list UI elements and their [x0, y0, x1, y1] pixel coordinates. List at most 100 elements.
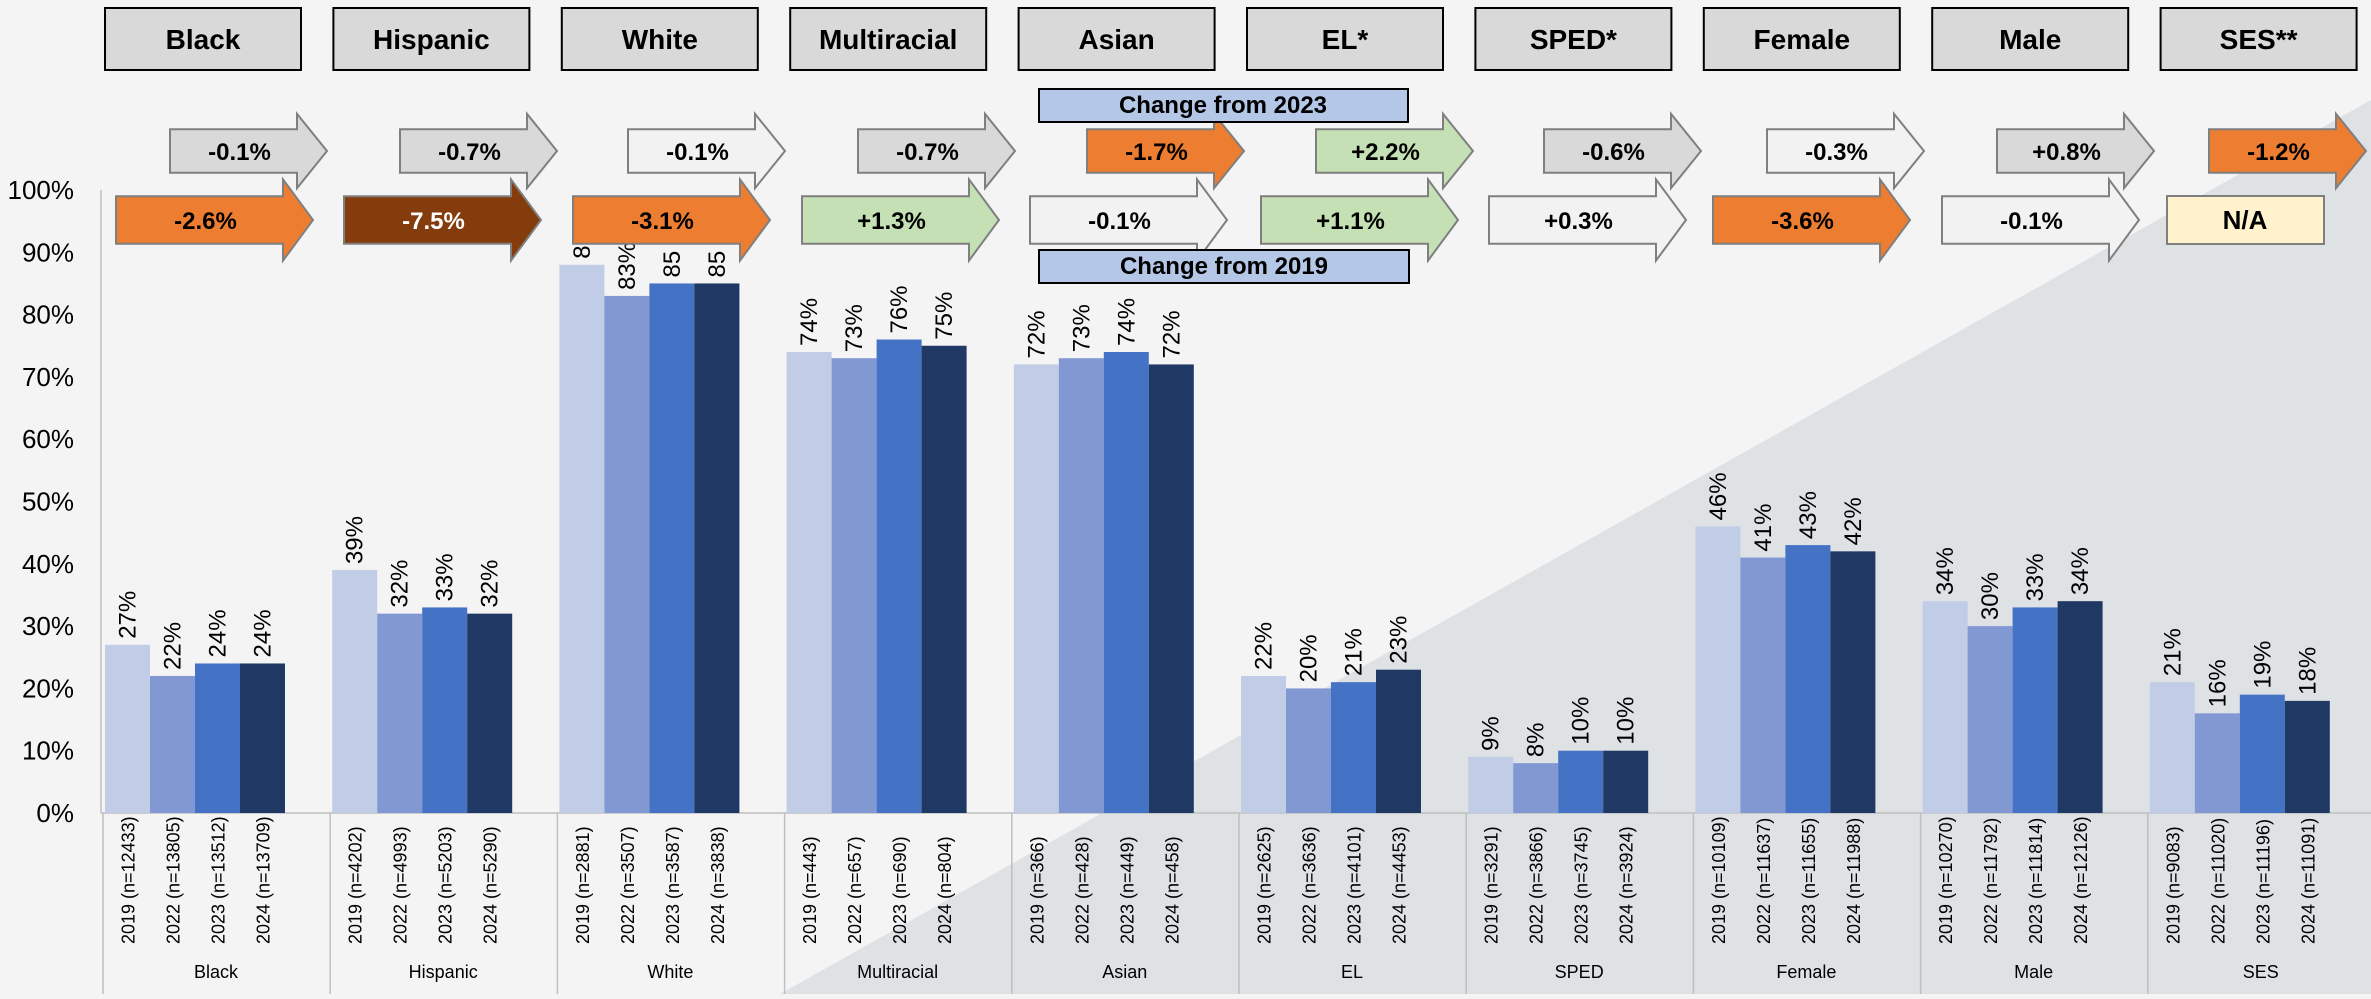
bar-value-label: 30%: [1977, 572, 2004, 620]
bar: [1013, 364, 1059, 813]
bar: [2012, 607, 2058, 813]
bar-category-label: 2024 (n=12126): [2071, 816, 2091, 944]
bar-value-label: 33%: [432, 553, 459, 601]
category-label: Asian: [1102, 962, 1147, 982]
category-label: Hispanic: [409, 962, 478, 982]
bar-category-label: 2019 (n=2881): [573, 826, 593, 944]
bar-value-label: 22%: [160, 622, 187, 670]
bar: [559, 264, 605, 813]
bar: [1830, 551, 1876, 813]
bar-value-label: 43%: [1795, 491, 1822, 539]
change-2019-arrow: [1488, 176, 1688, 264]
group-header-label: SPED*: [1530, 24, 1617, 55]
bar: [332, 570, 378, 813]
bar-value-label: 73%: [1068, 304, 1095, 352]
bar: [876, 339, 922, 813]
bar-category-label: 2023 (n=690): [890, 836, 910, 944]
change-2023-arrow-label: -1.2%: [2247, 139, 2310, 166]
bar-value-label: 10%: [1613, 697, 1640, 745]
change-2019-arrow-label: -0.1%: [2000, 208, 2063, 235]
bar-value-label: 32%: [477, 560, 504, 608]
bar-value-label: 9%: [1478, 716, 1505, 751]
category-label: Black: [194, 962, 239, 982]
bar-value-label: 21%: [1341, 628, 1368, 676]
change-2019-arrow: [1260, 176, 1460, 264]
group-header-box: [104, 7, 302, 71]
change-2019-na-label: N/A: [2223, 205, 2268, 235]
bar-value-label: 10%: [1568, 697, 1595, 745]
change-2019-arrow: [343, 176, 543, 264]
change-2023-label: Change from 2023: [1119, 92, 1327, 119]
bar-category-label: 2022 (n=4993): [391, 826, 411, 944]
bar-category-label: 2019 (n=10109): [1709, 816, 1729, 944]
change-2019-arrow-label: -3.6%: [1771, 208, 1834, 235]
bar: [240, 663, 285, 813]
change-2023-arrow: [169, 111, 329, 191]
bar-value-label: 24%: [250, 609, 277, 657]
change-2023-arrow-label: -0.7%: [896, 139, 959, 166]
y-tick-label: 60%: [22, 424, 74, 454]
bar-category-label: 2024 (n=13709): [254, 816, 274, 944]
bar: [1286, 688, 1331, 813]
bar-category-label: 2019 (n=443): [800, 836, 820, 944]
bar-category-label: 2019 (n=366): [1027, 836, 1047, 944]
bar: [150, 675, 195, 813]
group-header-box: [1017, 7, 1216, 71]
bar-value-label: 34%: [1932, 547, 1959, 595]
category-label: EL: [1341, 962, 1363, 982]
change-2023-arrow: [399, 111, 559, 191]
change-2023-arrow: [1543, 111, 1703, 191]
change-2019-arrow-label: -3.1%: [631, 208, 694, 235]
change-2023-arrow: [1996, 111, 2156, 191]
change-2023-arrow-label: -0.6%: [1582, 139, 1645, 166]
change-2019-arrow: [115, 176, 315, 264]
change-2023-arrow-label: -0.3%: [1805, 139, 1868, 166]
change-2023-arrow: [1766, 111, 1926, 191]
bar: [1695, 526, 1741, 813]
y-tick-label: 0%: [36, 798, 74, 828]
change-2023-arrow-label: -0.1%: [208, 139, 271, 166]
bar: [2239, 694, 2285, 813]
bar-category-label: 2024 (n=11091): [2298, 818, 2318, 944]
bar-category-label: 2024 (n=3924): [1617, 826, 1637, 944]
change-2019-box: [1038, 249, 1410, 284]
y-tick-label: 70%: [22, 362, 74, 392]
bar: [1513, 763, 1559, 813]
bar-value-label: 85: [659, 251, 686, 278]
bar-value-label: 83%: [614, 242, 641, 290]
bar-category-label: 2023 (n=11814): [2026, 818, 2046, 944]
bar-value-label: 33%: [2022, 553, 2049, 601]
y-tick-label: 100%: [8, 175, 75, 205]
change-2019-na-box: [2166, 195, 2325, 245]
bar-value-label: 34%: [2067, 547, 2094, 595]
bar-value-label: 23%: [1386, 616, 1413, 664]
bar-category-label: 2023 (n=3745): [1572, 826, 1592, 944]
bar-category-label: 2024 (n=11988): [1844, 818, 1864, 944]
change-2019-arrow-label: -0.1%: [1088, 208, 1151, 235]
group-header-label: Multiracial: [819, 24, 957, 55]
bar: [2194, 713, 2240, 813]
change-2019-arrow-label: +0.3%: [1544, 208, 1613, 235]
change-2023-arrow: [2208, 111, 2368, 191]
bar-value-label: 16%: [2204, 659, 2231, 707]
bar: [1241, 675, 1286, 813]
bar-value-label: 8: [569, 245, 596, 258]
bar-value-label: 39%: [342, 516, 369, 564]
bar-category-label: 2019 (n=12433): [119, 816, 139, 944]
bar: [105, 644, 150, 813]
bar: [377, 613, 423, 813]
change-2023-arrow: [627, 111, 787, 191]
change-2019-arrow: [801, 176, 1001, 264]
bar-value-label: 74%: [796, 298, 823, 346]
bar-value-label: 22%: [1251, 622, 1278, 670]
y-tick-label: 30%: [22, 611, 74, 641]
bar-value-label: 75%: [931, 292, 958, 340]
bar: [604, 295, 650, 813]
bar: [195, 663, 240, 813]
group-header-label: SES**: [2220, 24, 2298, 55]
bar: [1376, 669, 1421, 813]
bar-value-label: 41%: [1750, 504, 1777, 552]
bar: [694, 283, 740, 813]
bar: [1148, 364, 1194, 813]
